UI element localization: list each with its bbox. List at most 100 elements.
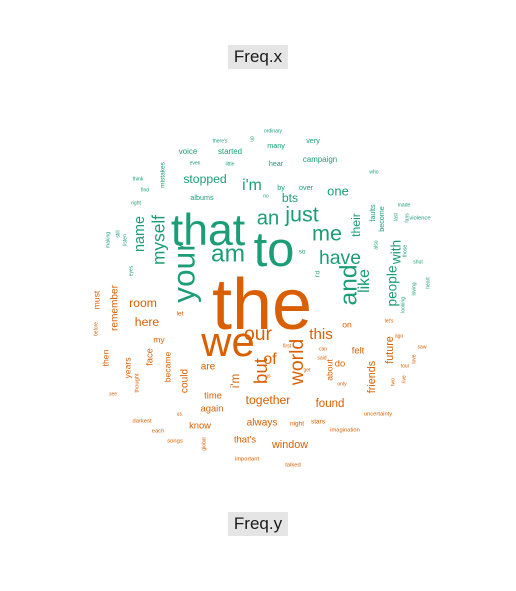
cloud-word-there-s-x: there's bbox=[213, 138, 228, 144]
cloud-word-very-x: very bbox=[306, 136, 320, 145]
cloud-word-also-x: also bbox=[373, 240, 379, 249]
cloud-word-future-y: future bbox=[384, 336, 396, 364]
cloud-word-felt-y: felt bbox=[352, 344, 365, 355]
cloud-word-heart-x: heart bbox=[425, 277, 431, 289]
cloud-word-have-x: have bbox=[319, 247, 361, 269]
cloud-word-saw-y: saw bbox=[418, 344, 427, 350]
cloud-word-darkest-y: darkest bbox=[132, 419, 151, 425]
cloud-word-could-y: could bbox=[180, 369, 191, 393]
cloud-word-like-x: like bbox=[356, 269, 373, 293]
cloud-word-friends-y: friends bbox=[366, 360, 378, 393]
cloud-word-know-y: know bbox=[189, 419, 211, 430]
cloud-word-right-x: right bbox=[131, 200, 141, 206]
cloud-word-get-y: get bbox=[304, 367, 312, 373]
cloud-word-am-x: am bbox=[211, 240, 245, 267]
cloud-word-uncertainty-y: uncertainty bbox=[364, 412, 392, 418]
cloud-word-your-x: your bbox=[165, 241, 201, 303]
cloud-word-us-y: us bbox=[265, 373, 271, 379]
cloud-word-albums-x: albums bbox=[190, 193, 214, 202]
cloud-word-before-y: before bbox=[93, 322, 99, 336]
cloud-word-room-y: room bbox=[129, 296, 157, 310]
cloud-word-i-d-x: i'd bbox=[315, 270, 322, 277]
cloud-word-tour-y: tour bbox=[401, 363, 410, 369]
cloud-word-no-x: no bbox=[263, 193, 269, 199]
group-label-freq-x: Freq.x bbox=[227, 45, 289, 69]
cloud-word-up-x: up bbox=[249, 136, 255, 142]
cloud-word-on-y: on bbox=[342, 319, 352, 329]
cloud-word-those-x: those bbox=[402, 245, 408, 257]
cloud-word-many-x: many bbox=[267, 141, 285, 150]
cloud-word-over-x: over bbox=[299, 183, 314, 192]
cloud-word-window-y: window bbox=[271, 439, 308, 451]
cloud-word-made-x: made bbox=[398, 202, 411, 208]
cloud-word-find-x: find bbox=[141, 187, 149, 193]
cloud-word-one-x: one bbox=[327, 183, 349, 198]
cloud-word-listen-x: listen bbox=[122, 234, 128, 246]
cloud-word-hear-x: hear bbox=[269, 159, 284, 168]
cloud-word-their-x: their bbox=[349, 213, 363, 237]
cloud-word-eyes-x: eyes bbox=[128, 265, 134, 276]
cloud-word-and-x: and bbox=[335, 265, 362, 306]
cloud-word-see-y: see bbox=[109, 391, 117, 397]
cloud-word-think-x: think bbox=[133, 176, 144, 182]
cloud-word-must-y: must bbox=[91, 290, 101, 309]
cloud-word-night-y: night bbox=[290, 421, 304, 428]
cloud-word-i-m-y: i'm bbox=[230, 374, 242, 388]
cloud-word-our-y: our bbox=[244, 323, 273, 345]
cloud-word-together-y: together bbox=[246, 393, 291, 407]
cloud-word-here-y: here bbox=[135, 315, 160, 329]
cloud-word-are-y: are bbox=[201, 362, 216, 373]
cloud-word-campaign-x: campaign bbox=[303, 155, 337, 164]
cloud-word-we-y: we bbox=[200, 318, 254, 365]
cloud-word-stopped-x: stopped bbox=[183, 172, 226, 186]
cloud-word-faults-x: faults bbox=[368, 204, 377, 222]
cloud-word-important-y: important bbox=[235, 457, 260, 463]
cloud-word-said-y: said bbox=[317, 355, 326, 361]
cloud-word-ordinary-x: ordinary bbox=[264, 128, 283, 134]
cloud-word-found-y: found bbox=[316, 398, 345, 410]
cloud-word-just-x: just bbox=[284, 202, 319, 227]
cloud-word-two-y: two bbox=[390, 378, 396, 386]
cloud-word-shut-x: shut bbox=[413, 259, 423, 265]
cloud-word-always-y: always bbox=[247, 418, 278, 429]
cloud-word-voice-x: voice bbox=[179, 147, 198, 156]
cloud-word-so-x: so bbox=[299, 249, 306, 256]
cloud-word-us-y: us. bbox=[177, 411, 184, 417]
cloud-word-face-y: face bbox=[143, 348, 154, 366]
cloud-word-still-x: still bbox=[115, 230, 121, 237]
cloud-word-live-y: live bbox=[401, 375, 407, 383]
cloud-word-that-x: that bbox=[171, 206, 246, 255]
cloud-word-let-s-y: let's bbox=[385, 318, 394, 324]
cloud-word-myself-x: myself bbox=[149, 215, 169, 265]
cloud-word-stars-y: stars bbox=[311, 419, 326, 426]
cloud-word-an-x: an bbox=[257, 207, 279, 229]
cloud-word-can-y: can bbox=[319, 346, 327, 352]
cloud-word-me-x: me bbox=[312, 221, 342, 246]
cloud-word-violence-x: violence bbox=[409, 216, 430, 222]
cloud-word-the-y: the bbox=[212, 265, 312, 345]
cloud-word-only-y: only bbox=[337, 381, 347, 387]
cloud-word-that-s-y: that's bbox=[234, 433, 256, 444]
cloud-word-looking-x: looking bbox=[400, 297, 406, 313]
cloud-word-name-x: name bbox=[132, 216, 148, 252]
cloud-word-to-x: to bbox=[254, 223, 295, 277]
cloud-word-first-y: first bbox=[283, 343, 292, 349]
cloud-word-i-m-x: i'm bbox=[242, 177, 262, 194]
cloud-word-global-y: global bbox=[201, 437, 207, 450]
cloud-word-with-x: with bbox=[389, 240, 404, 265]
cloud-word-this-y: this bbox=[309, 326, 333, 343]
cloud-word-of-y: of bbox=[263, 351, 277, 368]
cloud-word-each-y: each bbox=[152, 429, 165, 435]
cloud-word-become-x: become bbox=[377, 206, 386, 232]
cloud-word-world-y: world bbox=[286, 339, 308, 386]
cloud-word-people-x: people bbox=[385, 265, 400, 306]
cloud-word-love-y: love bbox=[411, 354, 417, 363]
group-label-freq-y: Freq.y bbox=[227, 512, 289, 536]
cloud-word-ago-y: ago bbox=[395, 333, 404, 339]
cloud-word-my-y: my bbox=[153, 334, 165, 344]
cloud-word-thought-y: thought bbox=[135, 373, 141, 393]
cloud-word-again-y: again bbox=[201, 402, 224, 413]
cloud-word-started-x: started bbox=[218, 147, 242, 156]
cloud-word-songs-y: songs bbox=[167, 439, 183, 445]
